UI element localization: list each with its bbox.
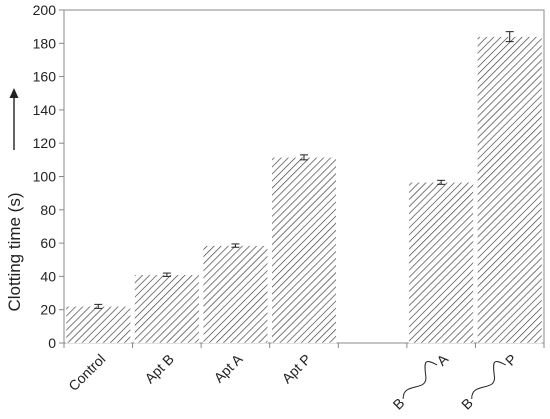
y-tick-label: 200: [33, 2, 57, 18]
x-tick-label-right: A: [433, 350, 451, 368]
y-axis-label: Clotting time (s): [5, 192, 24, 311]
y-tick-label: 60: [40, 235, 56, 251]
y-axis-arrow-icon: [9, 88, 19, 150]
y-tick-label: 80: [40, 202, 56, 218]
x-tick-label-conjugate: AB: [390, 350, 452, 413]
wavy-linker-icon: [402, 360, 438, 399]
x-tick-label-conjugate: PB: [458, 351, 520, 413]
y-tick-label: 180: [33, 35, 57, 51]
y-tick-label: 40: [40, 268, 56, 284]
x-tick-label: Apt A: [211, 350, 246, 385]
wavy-linker-icon: [471, 360, 506, 399]
y-tick-label: 160: [33, 69, 57, 85]
x-tick-label: Apt B: [141, 351, 177, 387]
bar: [134, 274, 200, 344]
y-tick-label: 140: [33, 102, 57, 118]
x-tick-label-left: B: [458, 395, 476, 413]
x-tick-label: Apt P: [279, 351, 315, 387]
x-tick-label-left: B: [390, 395, 408, 413]
bar: [202, 245, 268, 344]
bar: [271, 157, 337, 344]
x-tick-label: Control: [65, 351, 108, 394]
y-tick-label: 20: [40, 302, 56, 318]
bars: [65, 31, 543, 344]
y-tick-label: 0: [48, 335, 56, 351]
x-tick-label-right: P: [502, 351, 520, 369]
bar: [65, 306, 131, 344]
bar: [477, 36, 543, 344]
bar: [408, 182, 474, 344]
y-tick-label: 100: [33, 169, 57, 185]
y-tick-label: 120: [33, 135, 57, 151]
